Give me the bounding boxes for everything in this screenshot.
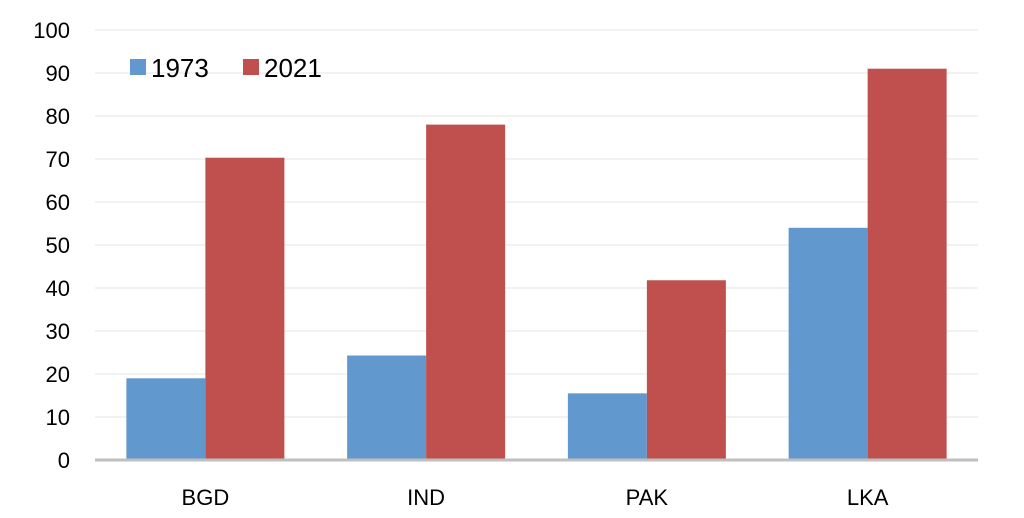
bar-pak-1973 [567, 393, 647, 460]
legend-swatch [130, 59, 146, 75]
x-tick-label: LKA [847, 485, 889, 510]
y-tick-label: 90 [46, 61, 70, 86]
bar-bgd-2021 [205, 157, 285, 460]
bar-ind-1973 [347, 355, 427, 460]
x-tick-label: BGD [182, 485, 230, 510]
y-tick-label: 10 [46, 405, 70, 430]
legend: 1973 2021 [130, 53, 322, 83]
y-tick-label: 70 [46, 147, 70, 172]
bar-lka-2021 [867, 68, 947, 460]
y-tick-label: 100 [33, 18, 70, 43]
bar-lka-1973 [788, 227, 868, 460]
y-tick-label: 0 [58, 448, 70, 473]
y-tick-label: 80 [46, 104, 70, 129]
bars [126, 68, 947, 460]
bar-ind-2021 [426, 124, 506, 460]
bar-pak-2021 [646, 280, 726, 460]
y-axis-ticks: 0 10 20 30 40 50 60 70 80 90 100 [33, 18, 70, 473]
x-axis-ticks: BGD IND PAK LKA [182, 485, 889, 510]
legend-label: 2021 [264, 53, 322, 83]
x-tick-label: IND [407, 485, 445, 510]
y-tick-label: 60 [46, 190, 70, 215]
y-tick-label: 40 [46, 276, 70, 301]
y-tick-label: 20 [46, 362, 70, 387]
y-tick-label: 30 [46, 319, 70, 344]
x-tick-label: PAK [626, 485, 669, 510]
bar-bgd-1973 [126, 378, 206, 460]
y-tick-label: 50 [46, 233, 70, 258]
legend-label: 1973 [151, 53, 209, 83]
legend-swatch [243, 59, 259, 75]
